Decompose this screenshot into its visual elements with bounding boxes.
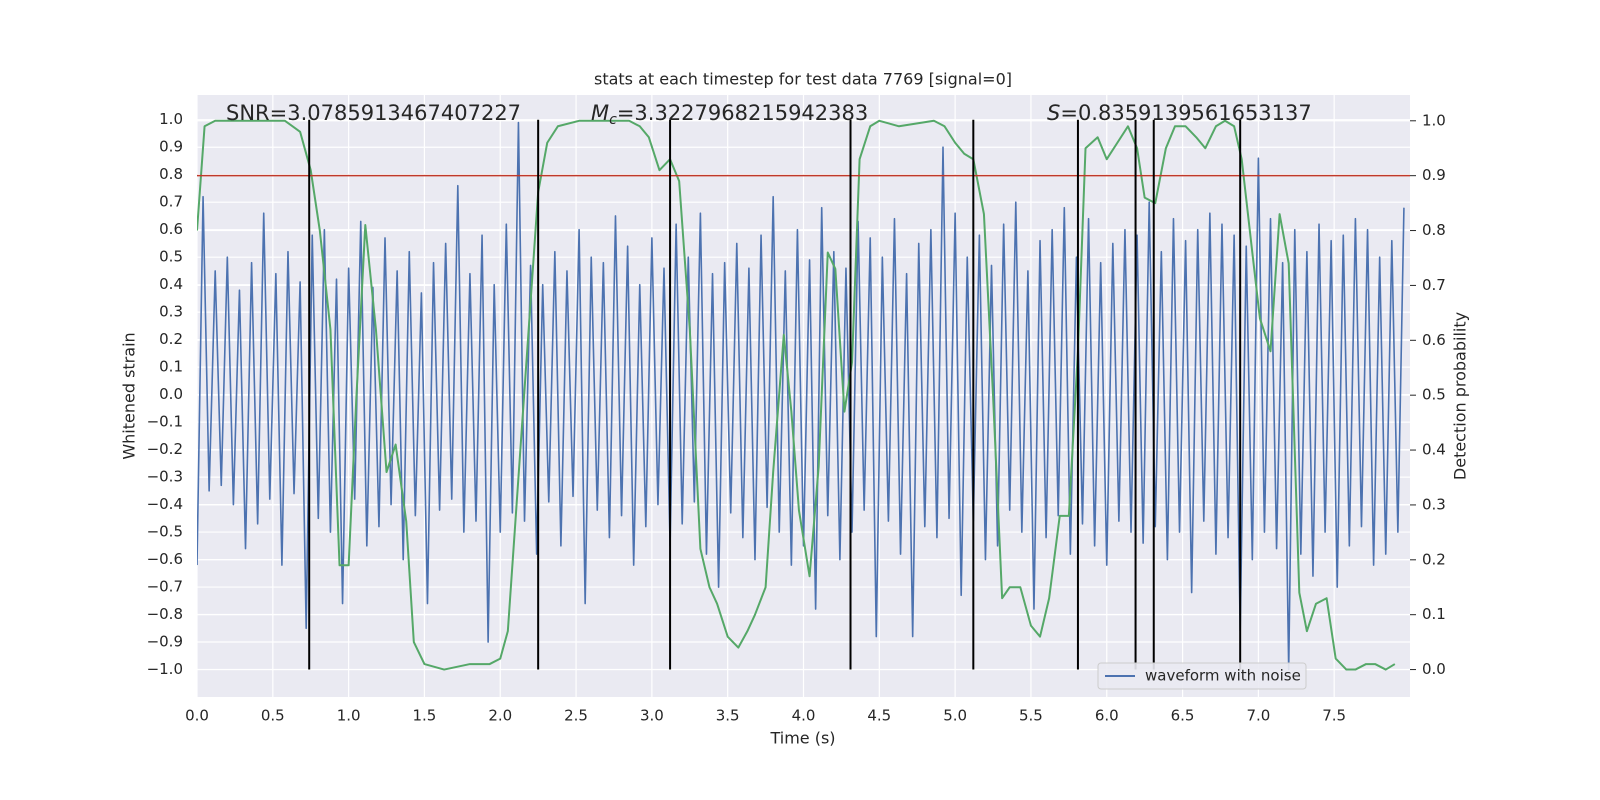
y2-tick-label: 0.8	[1422, 221, 1446, 239]
y-tick-label: −0.8	[147, 605, 183, 623]
y-tick-label: 1.0	[159, 110, 183, 128]
y-tick-label: 0.6	[159, 220, 183, 238]
y-tick-label: 0.4	[159, 275, 183, 293]
x-tick-label: 0.5	[261, 707, 285, 725]
x-tick-label: 1.0	[337, 707, 361, 725]
probability-line	[197, 119, 1396, 671]
y-tick-label: 0.7	[159, 193, 183, 211]
y2-tick-label: 0.3	[1422, 495, 1446, 513]
x-tick-label: 0.0	[185, 707, 209, 725]
annotation: SNR=3.0785913467407227	[226, 101, 521, 125]
x-tick-label: 3.5	[716, 707, 740, 725]
y-tick-label: −0.7	[147, 578, 183, 596]
x-tick-label: 1.5	[413, 707, 437, 725]
y-tick-label: 0.2	[159, 330, 183, 348]
x-tick-label: 7.5	[1322, 707, 1346, 725]
annotation-subscript: c	[609, 112, 617, 128]
y2-tick-label: 0.5	[1422, 386, 1446, 404]
x-tick-label: 2.0	[488, 707, 512, 725]
y-tick-label: 0.5	[159, 248, 183, 266]
x-tick-label: 5.5	[1019, 707, 1043, 725]
y-tick-label: −0.2	[147, 440, 183, 458]
x-axis-label: Time (s)	[769, 729, 835, 748]
y2-tick-label: 0.0	[1422, 660, 1446, 678]
x-tick-label: 6.5	[1171, 707, 1195, 725]
annotation-symbol: S	[1047, 101, 1060, 125]
annotation: S=0.8359139561653137	[1047, 101, 1312, 125]
y-tick-label: −0.1	[147, 413, 183, 431]
x-tick-label: 2.5	[564, 707, 588, 725]
y-tick-label: −0.5	[147, 523, 183, 541]
y-tick-label: −0.6	[147, 550, 183, 568]
y2-tick-label: 0.2	[1422, 550, 1446, 568]
plot-marks	[197, 119, 1410, 671]
legend-box	[1097, 662, 1307, 690]
legend-label: waveform with noise	[1145, 667, 1301, 685]
annotation-text: =0.8359139561653137	[1060, 101, 1311, 125]
x-tick-label: 3.0	[640, 707, 664, 725]
y2-tick-label: 0.9	[1422, 166, 1446, 184]
y-tick-label: 0.3	[159, 303, 183, 321]
waveform-line	[197, 121, 1405, 671]
annotation-text: =3.3227968215942383	[617, 101, 868, 125]
axes: 0.0 0.5 1.0 1.5 2.0 2.5 3.0 3.5 4.0 4.5 5.0 5.5 6.0 6…	[147, 110, 1446, 724]
y-tick-label: −0.3	[147, 468, 183, 486]
x-tick-label: 5.0	[943, 707, 967, 725]
y2-tick-label: 1.0	[1422, 111, 1446, 129]
y2-tick-label: 0.4	[1422, 441, 1446, 459]
y-tick-label: 0.8	[159, 165, 183, 183]
legend: waveform with noise	[1097, 662, 1307, 690]
y2-tick-label: 0.7	[1422, 276, 1446, 294]
y-axis-label: Whitened strain	[120, 332, 139, 459]
y2-tick-label: 0.1	[1422, 605, 1446, 623]
y-tick-label: −1.0	[147, 660, 183, 678]
annotation-symbol: M	[591, 101, 609, 125]
annotation: Mc=3.3227968215942383	[591, 101, 868, 128]
x-tick-label: 6.0	[1095, 707, 1119, 725]
annotation-text: SNR=3.0785913467407227	[226, 101, 521, 125]
y-tick-label: −0.9	[147, 633, 183, 651]
chart-title: stats at each timestep for test data 776…	[594, 70, 1012, 89]
y2-tick-label: 0.6	[1422, 331, 1446, 349]
x-tick-label: 4.0	[792, 707, 816, 725]
y-tick-label: −0.4	[147, 495, 183, 513]
y-tick-label: 0.1	[159, 358, 183, 376]
y-tick-label: 0.9	[159, 138, 183, 156]
x-tick-label: 4.5	[867, 707, 891, 725]
y2-axis-label: Detection probability	[1451, 312, 1470, 480]
y-tick-label: 0.0	[159, 385, 183, 403]
x-tick-label: 7.0	[1246, 707, 1270, 725]
